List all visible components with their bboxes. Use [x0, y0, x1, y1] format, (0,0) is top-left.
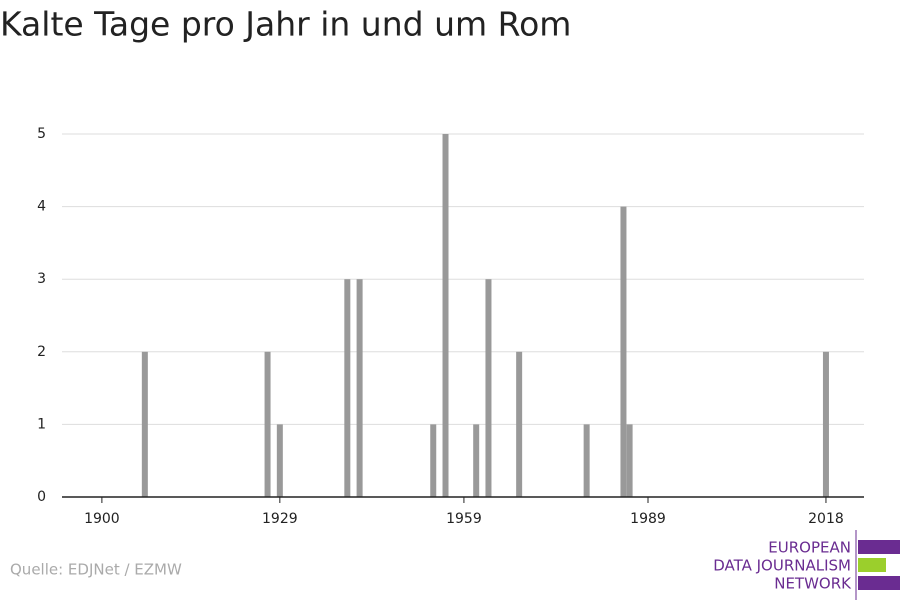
chart-title: Kalte Tage pro Jahr in und um Rom	[0, 5, 571, 44]
bar	[516, 351, 523, 497]
bar	[583, 424, 590, 497]
y-tick-label: 1	[37, 416, 46, 432]
source: Quelle: EDJNet / EZMW	[10, 561, 182, 579]
x-tick-label: 1900	[84, 511, 120, 527]
x-tick-label: 1959	[446, 511, 482, 527]
x-tick-label: 2018	[808, 511, 844, 527]
bar	[620, 206, 627, 497]
bar	[356, 279, 363, 497]
bar	[344, 279, 351, 497]
logo-bar	[858, 540, 900, 554]
bar	[141, 351, 148, 497]
y-tick-label: 3	[37, 271, 46, 287]
y-tick-label: 0	[37, 489, 46, 505]
bar	[442, 134, 449, 497]
x-tick-label: 1989	[630, 511, 666, 527]
bar	[276, 424, 283, 497]
x-tick-label: 1929	[262, 511, 298, 527]
y-tick-label: 5	[37, 126, 46, 142]
bar	[485, 279, 492, 497]
logo-text: EUROPEAN	[768, 539, 851, 557]
bar	[626, 424, 633, 497]
logo-text: NETWORK	[774, 575, 852, 593]
y-tick-label: 4	[37, 199, 46, 215]
y-tick-label: 2	[37, 344, 46, 360]
bar	[430, 424, 437, 497]
bar	[473, 424, 480, 497]
logo-text: DATA JOURNALISM	[713, 557, 851, 575]
bar	[822, 351, 829, 497]
logo-bar	[858, 576, 900, 590]
logo-bar	[858, 558, 886, 572]
bar	[264, 351, 271, 497]
